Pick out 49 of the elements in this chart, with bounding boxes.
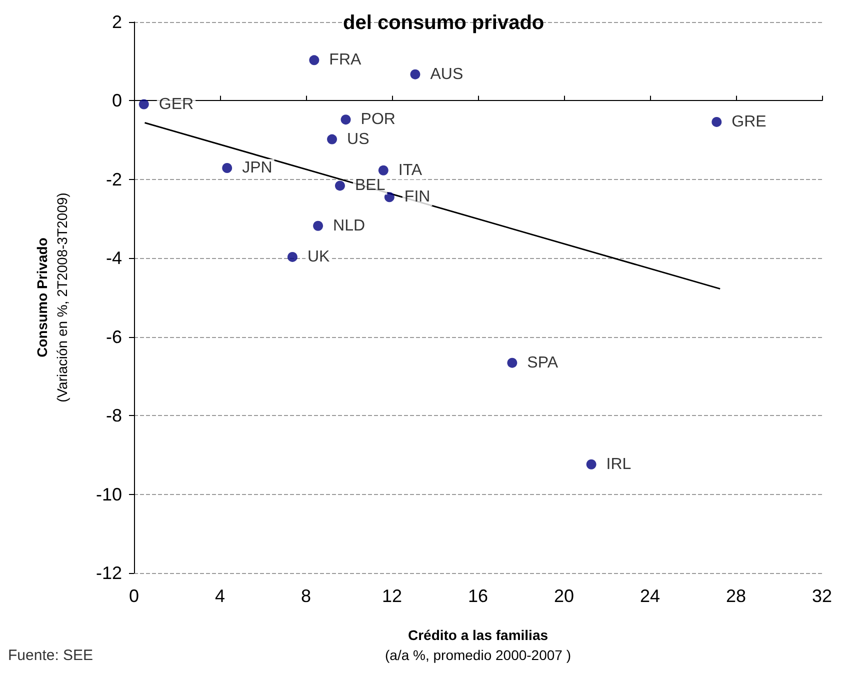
y-axis-title: Consumo Privado (Variación en %, 2T2008-3T2009)	[34, 192, 70, 402]
x-tick-label: 8	[300, 586, 312, 606]
data-label: NLD	[333, 217, 366, 234]
point	[378, 165, 388, 176]
point	[340, 114, 351, 125]
point	[507, 358, 518, 368]
x-tick-label: 12	[382, 586, 402, 606]
data-label: IRL	[606, 456, 632, 473]
x-tick-label: 28	[726, 586, 746, 606]
data-label: UK	[307, 248, 330, 266]
data-label: FIN	[404, 188, 430, 206]
point	[138, 99, 149, 110]
x-tick-label: 24	[640, 586, 660, 606]
data-label: BEL	[354, 177, 386, 194]
x-tick-label: 20	[554, 586, 574, 606]
y-tick-label: -10	[96, 484, 122, 504]
data-label: US	[347, 130, 370, 148]
data-label: ITA	[398, 162, 422, 179]
y-tick-label: 2	[112, 12, 122, 32]
source-note: Fuente: SEE	[8, 647, 94, 664]
chart-title: del consumo privado	[343, 12, 544, 34]
data-label: SPA	[527, 354, 558, 372]
data-label: POR	[360, 111, 396, 128]
y-tick-label: -6	[106, 326, 122, 347]
data-label: FRA	[329, 52, 362, 69]
y-tick-label: -2	[106, 169, 122, 190]
y-tick-label: -4	[106, 248, 122, 268]
point	[313, 220, 324, 231]
x-axis-title: Crédito a las familias (a/a %, promedio 2000-2007 )	[385, 627, 571, 663]
point	[327, 134, 338, 144]
y-tick-label: -12	[96, 563, 122, 583]
point	[334, 180, 345, 191]
x-tick-label: 0	[128, 586, 140, 606]
x-tick-label: 16	[468, 586, 488, 606]
data-label: GER	[158, 96, 194, 113]
point	[287, 252, 298, 262]
x-tick-label: 32	[812, 586, 832, 606]
y-tick-label: 0	[112, 90, 122, 111]
point	[712, 116, 722, 127]
point	[384, 192, 394, 202]
point	[586, 459, 596, 470]
y-tick-label: -8	[106, 406, 122, 426]
x-tick-label: 4	[214, 586, 226, 606]
data-label: JPN	[242, 160, 272, 177]
data-label: GRE	[732, 113, 766, 130]
point	[410, 69, 420, 80]
point	[222, 163, 232, 174]
data-label: AUS	[430, 66, 464, 83]
point	[309, 55, 320, 66]
